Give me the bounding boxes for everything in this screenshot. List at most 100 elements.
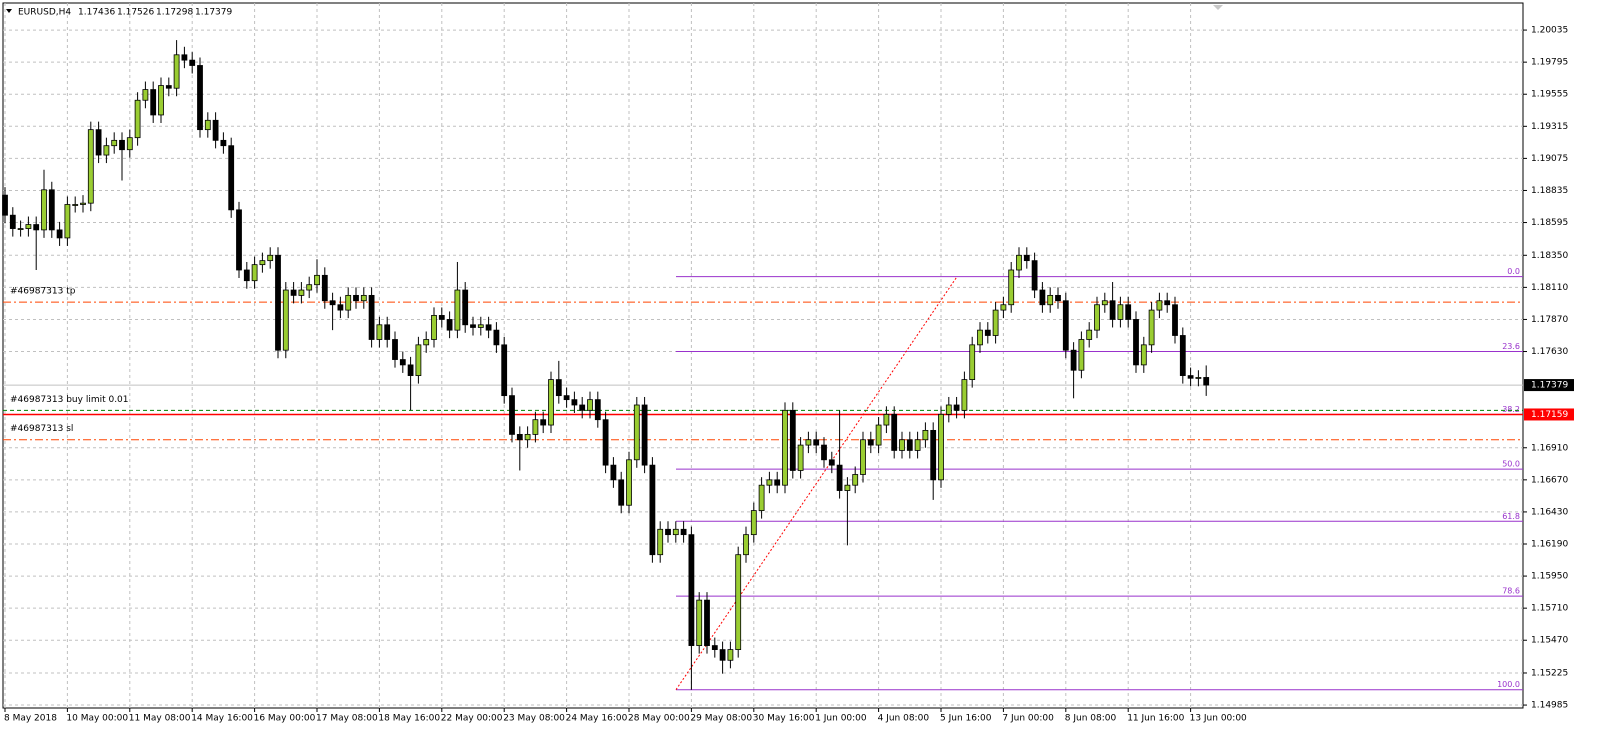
fib-label: 0.0 bbox=[1507, 267, 1520, 276]
candle-body-bull bbox=[696, 599, 703, 646]
candle-body-bear bbox=[189, 59, 196, 66]
candle-body-bull bbox=[945, 404, 952, 415]
plot-frame bbox=[2, 2, 1524, 709]
x-tick-label: 8 May 2018 bbox=[4, 714, 57, 724]
candle-body-bear bbox=[321, 274, 328, 302]
candle-body-bear bbox=[1062, 300, 1069, 351]
candle-body-bear bbox=[680, 528, 687, 536]
candle-body-bull bbox=[969, 344, 976, 380]
y-tick-label: 1.16910 bbox=[1531, 443, 1568, 453]
candle-body-bull bbox=[672, 528, 679, 536]
x-tick-label: 13 Jun 00:00 bbox=[1190, 714, 1247, 724]
ohlc-high: 1.17526 bbox=[117, 8, 154, 18]
candle-body-bear bbox=[1125, 304, 1132, 320]
candle-body-bear bbox=[891, 413, 898, 451]
candle-body-bull bbox=[735, 554, 742, 650]
candle-body-bull bbox=[64, 204, 71, 239]
candle-body-bull bbox=[977, 329, 983, 346]
current-price-label-box bbox=[1524, 379, 1574, 392]
candle-body-bull bbox=[1140, 344, 1147, 366]
candle-body-bear bbox=[9, 214, 16, 229]
candle-body-bull bbox=[1148, 309, 1155, 346]
candle-body-bear bbox=[392, 339, 398, 360]
candle-body-bear bbox=[711, 645, 718, 650]
candle-body-bull bbox=[314, 274, 320, 286]
candle-body-bear bbox=[509, 395, 515, 435]
candle-body-bear bbox=[119, 139, 125, 151]
candle-body-bear bbox=[407, 364, 414, 376]
candle-body-bear bbox=[789, 409, 796, 471]
candle-body-bull bbox=[922, 429, 929, 441]
candle-body-bull bbox=[750, 510, 757, 536]
candle-body-bull bbox=[938, 413, 944, 481]
x-tick-label: 22 May 00:00 bbox=[441, 714, 503, 724]
candle-body-bull bbox=[41, 189, 47, 231]
candle-body-bear bbox=[555, 379, 562, 397]
candle-body-bear bbox=[485, 324, 492, 331]
candle-body-bear bbox=[181, 54, 188, 61]
x-tick-label: 17 May 08:00 bbox=[316, 714, 378, 724]
candle-body-bull bbox=[80, 202, 86, 205]
y-tick-label: 1.18835 bbox=[1531, 186, 1568, 196]
candle-body-bull bbox=[743, 534, 749, 556]
candle-body-bull bbox=[548, 379, 554, 426]
candle-body-bull bbox=[111, 139, 118, 147]
candle-body-bear bbox=[165, 85, 172, 89]
candle-body-bear bbox=[516, 433, 523, 441]
candle-body-bear bbox=[1172, 304, 1178, 336]
fib-label: 78.6 bbox=[1502, 587, 1520, 596]
candle-body-bear bbox=[1039, 289, 1046, 306]
candle-body-bear bbox=[197, 65, 203, 131]
candle-body-bull bbox=[587, 399, 593, 411]
x-tick-label: 14 May 16:00 bbox=[191, 714, 253, 724]
x-tick-label: 16 May 00:00 bbox=[254, 714, 316, 724]
candle-body-bear bbox=[610, 464, 617, 481]
candle-body-bull bbox=[1195, 377, 1202, 379]
candle-body-bull bbox=[103, 145, 110, 156]
x-tick-label: 28 May 00:00 bbox=[628, 714, 690, 724]
y-tick-label: 1.17630 bbox=[1531, 347, 1568, 357]
candle-body-bear bbox=[150, 89, 157, 116]
candle-body-bear bbox=[1179, 335, 1186, 376]
candle-body-bear bbox=[704, 599, 710, 646]
candle-body-bull bbox=[1117, 304, 1124, 320]
candle-body-bear bbox=[828, 459, 835, 466]
y-tick-label: 1.20035 bbox=[1531, 26, 1568, 36]
candle-body-bear bbox=[688, 534, 695, 646]
candle-body-bull bbox=[25, 224, 32, 229]
candle-body-bull bbox=[797, 444, 804, 471]
candle-body-bear bbox=[1070, 349, 1077, 371]
candle-body-bear bbox=[540, 419, 547, 426]
candle-body-bear bbox=[1023, 254, 1030, 262]
candle-body-bull bbox=[626, 459, 632, 506]
menu-triangle[interactable] bbox=[6, 9, 12, 13]
candle-body-bear bbox=[1133, 319, 1139, 366]
candle-body-bull bbox=[782, 409, 788, 486]
candle-body-bull bbox=[282, 289, 289, 351]
y-tick-label: 1.16190 bbox=[1531, 539, 1568, 549]
x-tick-label: 11 Jun 16:00 bbox=[1127, 714, 1184, 724]
candle-body-bull bbox=[532, 419, 539, 435]
y-tick-label: 1.15225 bbox=[1531, 668, 1568, 678]
candle-body-bull bbox=[805, 439, 812, 446]
candle-body-bull bbox=[657, 528, 664, 556]
candle-body-bull bbox=[267, 254, 274, 262]
x-tick-label: 23 May 08:00 bbox=[503, 714, 565, 724]
x-tick-label: 8 Jun 08:00 bbox=[1065, 714, 1117, 724]
order-label: #46987313 buy limit 0.01 bbox=[10, 395, 129, 405]
candle-body-bear bbox=[56, 229, 63, 239]
candle-body-bull bbox=[1047, 294, 1054, 306]
candle-body-bull bbox=[173, 54, 180, 89]
candle-body-bear bbox=[984, 329, 991, 336]
candle-body-bear bbox=[813, 439, 820, 446]
candle-body-bull bbox=[376, 324, 383, 340]
candle-body-bear bbox=[493, 329, 500, 346]
y-tick-label: 1.18110 bbox=[1531, 283, 1568, 293]
candle-body-bull bbox=[914, 439, 921, 451]
candle-body-bear bbox=[2, 194, 8, 216]
candle-body-bear bbox=[446, 319, 453, 331]
candle-body-bear bbox=[930, 429, 937, 481]
candle-body-bear bbox=[228, 145, 235, 211]
candle-body-bull bbox=[345, 294, 352, 311]
ohlc-open: 1.17436 bbox=[78, 8, 115, 18]
